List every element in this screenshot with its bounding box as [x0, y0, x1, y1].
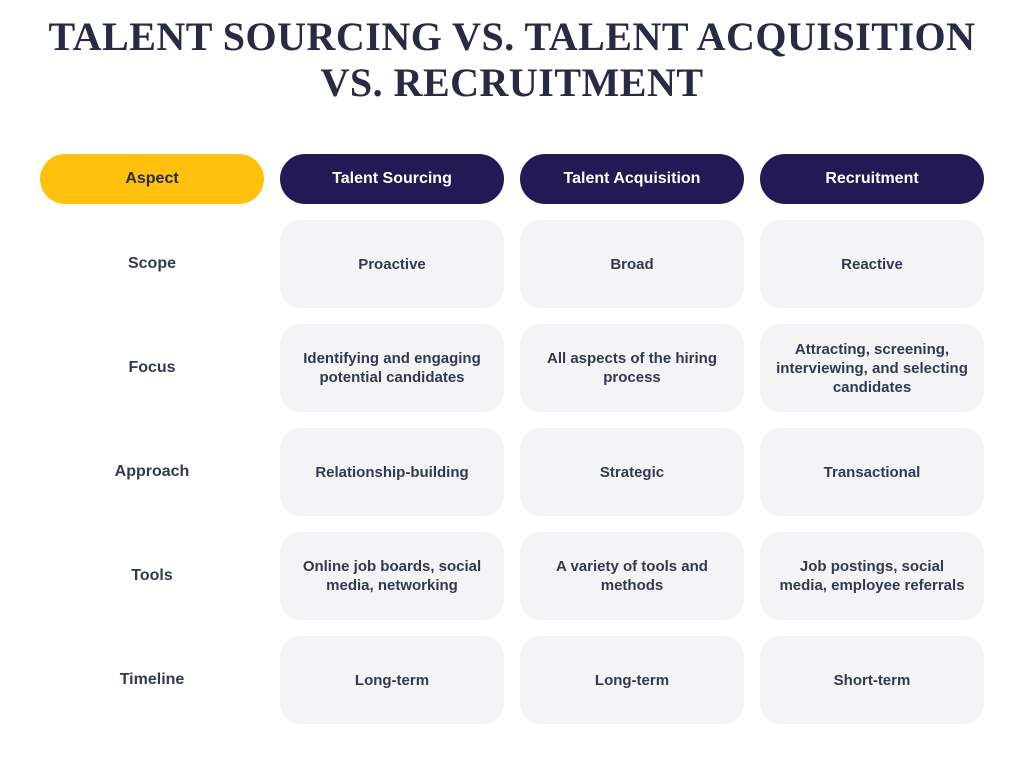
column-header-talent-sourcing: Talent Sourcing	[280, 154, 504, 204]
column-header-recruitment: Recruitment	[760, 154, 984, 204]
page-title: TALENT SOURCING VS. TALENT ACQUISITION V…	[0, 0, 1024, 106]
table-cell: Transactional	[760, 428, 984, 516]
row-label-approach: Approach	[114, 463, 190, 480]
table-cell: Long-term	[520, 636, 744, 724]
table-cell: Job postings, social media, employee ref…	[760, 532, 984, 620]
table-cell: Online job boards, social media, network…	[280, 532, 504, 620]
table-cell: Short-term	[760, 636, 984, 724]
table-cell: Identifying and engaging potential candi…	[280, 324, 504, 412]
column-header-aspect: Aspect	[40, 154, 264, 204]
table-cell: Long-term	[280, 636, 504, 724]
column-header-talent-acquisition: Talent Acquisition	[520, 154, 744, 204]
row-label-scope: Scope	[127, 255, 176, 272]
table-cell: Reactive	[760, 220, 984, 308]
page-title-line-2: VS. RECRUITMENT	[320, 60, 704, 105]
row-label-tools: Tools	[131, 567, 173, 584]
table-cell: Attracting, screening, interviewing, and…	[760, 324, 984, 412]
comparison-table: Aspect Talent Sourcing Talent Acquisitio…	[40, 154, 1024, 724]
row-label-focus: Focus	[128, 359, 176, 376]
table-cell: Strategic	[520, 428, 744, 516]
table-cell: Proactive	[280, 220, 504, 308]
row-label-timeline: Timeline	[119, 671, 185, 688]
page-title-line-1: TALENT SOURCING VS. TALENT ACQUISITION	[48, 14, 976, 59]
table-cell: Relationship-building	[280, 428, 504, 516]
table-cell: All aspects of the hiring process	[520, 324, 744, 412]
table-cell: A variety of tools and methods	[520, 532, 744, 620]
table-cell: Broad	[520, 220, 744, 308]
